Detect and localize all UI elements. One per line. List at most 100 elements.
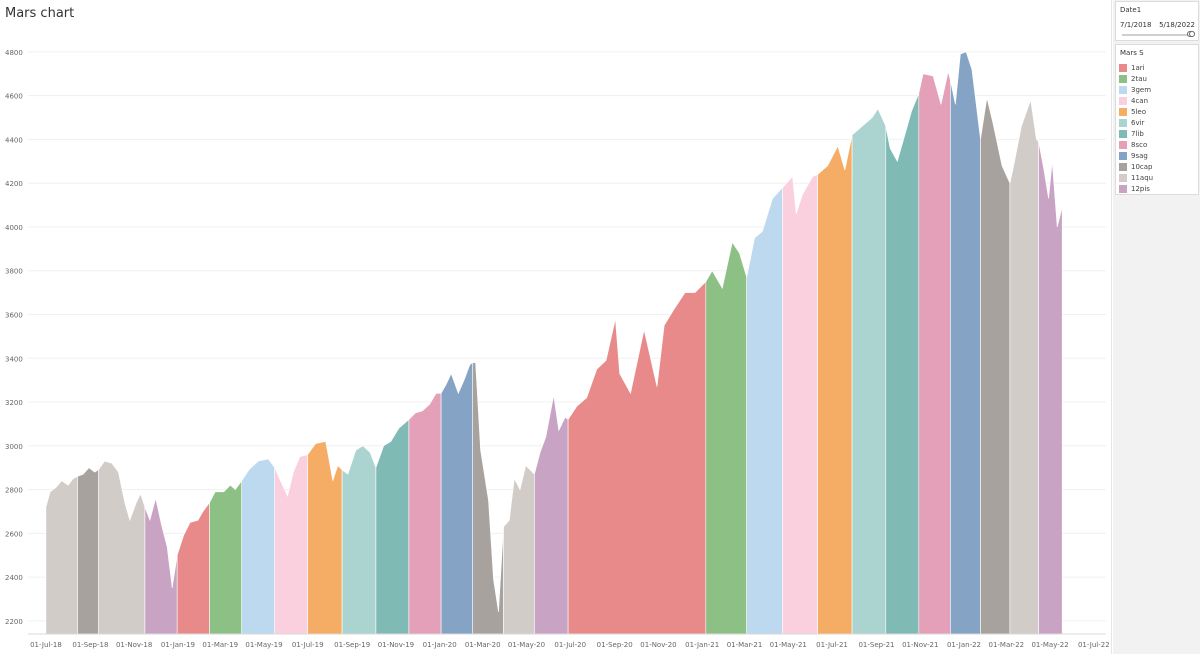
x-tick-label: 01-Mar-19: [202, 641, 238, 649]
area-segment-4can[interactable]: [274, 454, 308, 635]
legend-label: 2tau: [1131, 74, 1147, 83]
area-segment-4can[interactable]: [782, 173, 818, 635]
legend-label: 10cap: [1131, 162, 1153, 171]
x-tick-label: 01-Mar-22: [988, 641, 1024, 649]
area-segment-5leo[interactable]: [817, 134, 853, 635]
legend-swatch: [1119, 162, 1127, 171]
legend-item-9sag[interactable]: 9sag: [1119, 150, 1153, 161]
x-tick-label: 01-Jan-22: [947, 641, 981, 649]
area-series[interactable]: [45, 51, 1063, 635]
area-segment-10cap[interactable]: [980, 97, 1011, 635]
legend-item-12pis[interactable]: 12pis: [1119, 183, 1153, 194]
legend-title: Mars S: [1120, 49, 1144, 57]
date-range-slider[interactable]: [1122, 34, 1188, 36]
legend-label: 12pis: [1131, 184, 1150, 193]
legend-item-6vir[interactable]: 6vir: [1119, 117, 1153, 128]
y-tick-label: 2400: [5, 574, 23, 582]
legend-label: 7lib: [1131, 129, 1144, 138]
legend-label: 11aqu: [1131, 173, 1154, 182]
area-segment-2tau[interactable]: [209, 479, 242, 635]
legend-card: Mars S 1ari 2tau 3gem 4can 5leo 6vir 7lib 8sco 9…: [1115, 44, 1199, 195]
area-segment-11aqu[interactable]: [45, 475, 78, 635]
y-tick-label: 4400: [5, 136, 23, 144]
legend-swatch: [1119, 118, 1127, 127]
area-segment-8sco[interactable]: [918, 71, 951, 635]
date-filter-start: 7/1/2018: [1120, 21, 1152, 29]
legend-list: 1ari 2tau 3gem 4can 5leo 6vir 7lib 8sco 9sag 10ca…: [1119, 62, 1153, 194]
area-segment-3gem[interactable]: [241, 458, 275, 635]
area-segment-6vir[interactable]: [851, 108, 887, 635]
y-tick-label: 2800: [5, 487, 23, 495]
mars-area-chart[interactable]: 2200 2400 2600 2800 3000 3200 3400 3600 3800 4000…: [0, 0, 1110, 654]
legend-label: 3gem: [1131, 85, 1152, 94]
y-tick-label: 4800: [5, 49, 23, 57]
x-tick-label: 01-May-21: [770, 641, 807, 649]
y-tick-label: 3800: [5, 268, 23, 276]
x-tick-label: 01-Sep-19: [334, 641, 370, 649]
legend-swatch: [1119, 184, 1127, 193]
x-tick-label: 01-May-22: [1031, 641, 1068, 649]
area-segment-12pis[interactable]: [1038, 141, 1063, 635]
x-tick-label: 01-Sep-20: [597, 641, 633, 649]
y-tick-label: 4600: [5, 93, 23, 101]
legend-item-11aqu[interactable]: 11aqu: [1119, 172, 1153, 183]
legend-item-5leo[interactable]: 5leo: [1119, 106, 1153, 117]
legend-swatch: [1119, 63, 1127, 72]
chart-panel: Mars chart 2200 2400 2600 2800 3000 3200 3400 3…: [0, 0, 1112, 654]
area-segment-2tau[interactable]: [705, 241, 747, 635]
x-tick-label: 01-Mar-21: [727, 641, 763, 649]
area-segment-1ari[interactable]: [176, 501, 210, 635]
area-segment-11aqu[interactable]: [503, 464, 535, 635]
legend-item-3gem[interactable]: 3gem: [1119, 84, 1153, 95]
legend-swatch: [1119, 96, 1127, 105]
x-tick-label: 01-Jul-19: [292, 641, 324, 649]
legend-label: 9sag: [1131, 151, 1148, 160]
legend-swatch: [1119, 151, 1127, 160]
x-tick-label: 01-Nov-20: [640, 641, 676, 649]
area-segment-9sag[interactable]: [440, 361, 473, 635]
area-segment-8sco[interactable]: [408, 393, 442, 635]
slider-end-handle[interactable]: [1189, 31, 1195, 37]
x-tick-label: 01-Nov-21: [902, 641, 938, 649]
legend-label: 1ari: [1131, 63, 1145, 72]
area-segment-7lib[interactable]: [885, 93, 920, 635]
area-segment-11aqu[interactable]: [1009, 99, 1039, 635]
area-segment-9sag[interactable]: [950, 51, 981, 635]
x-tick-label: 01-Nov-18: [116, 641, 152, 649]
area-segment-10cap[interactable]: [77, 467, 99, 635]
legend-item-7lib[interactable]: 7lib: [1119, 128, 1153, 139]
side-panel: Date1 7/1/2018 5/18/2022 Mars S 1ari 2tau…: [1113, 0, 1200, 654]
area-segment-10cap[interactable]: [472, 362, 504, 635]
area-segment-6vir[interactable]: [341, 445, 377, 635]
legend-item-10cap[interactable]: 10cap: [1119, 161, 1153, 172]
legend-label: 4can: [1131, 96, 1149, 105]
area-segment-5leo[interactable]: [307, 441, 343, 635]
legend-label: 5leo: [1131, 107, 1146, 116]
x-tick-label: 01-Jan-19: [161, 641, 195, 649]
area-segment-1ari[interactable]: [567, 280, 707, 635]
legend-swatch: [1119, 74, 1127, 83]
legend-swatch: [1119, 173, 1127, 182]
date-filter-end: 5/18/2022: [1159, 21, 1195, 29]
area-segment-7lib[interactable]: [375, 418, 410, 635]
y-tick-label: 2600: [5, 530, 23, 538]
x-tick-label: 01-Jul-22: [1078, 641, 1110, 649]
area-segment-11aqu[interactable]: [98, 460, 146, 635]
area-segment-3gem[interactable]: [746, 186, 783, 635]
y-tick-label: 2200: [5, 618, 23, 626]
area-segment-12pis[interactable]: [144, 498, 178, 635]
area-segment-12pis[interactable]: [534, 395, 569, 635]
x-tick-label: 01-Jan-20: [423, 641, 457, 649]
y-tick-label: 4000: [5, 224, 23, 232]
y-tick-label: 4200: [5, 180, 23, 188]
date-filter-title: Date1: [1120, 6, 1142, 14]
legend-item-8sco[interactable]: 8sco: [1119, 139, 1153, 150]
axes: 2200 2400 2600 2800 3000 3200 3400 3600 3800 4000…: [5, 49, 1110, 649]
x-tick-label: 01-Jul-21: [816, 641, 848, 649]
x-tick-label: 01-Jul-18: [30, 641, 62, 649]
legend-item-4can[interactable]: 4can: [1119, 95, 1153, 106]
legend-swatch: [1119, 129, 1127, 138]
legend-item-1ari[interactable]: 1ari: [1119, 62, 1153, 73]
legend-item-2tau[interactable]: 2tau: [1119, 73, 1153, 84]
